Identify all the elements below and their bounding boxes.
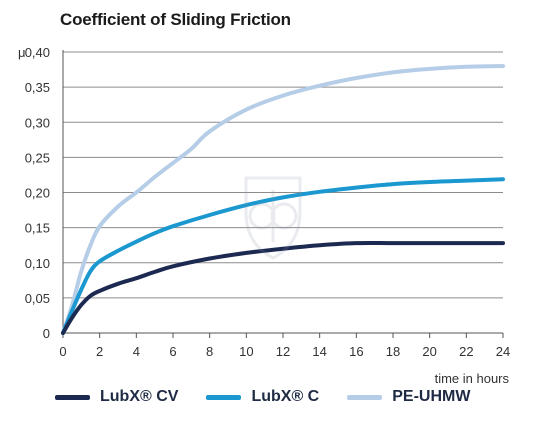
y-tick-label: 0,20 <box>25 186 50 201</box>
x-tick-label: 22 <box>459 344 473 359</box>
x-tick-label: 24 <box>496 344 510 359</box>
tick-labels: 00,050,100,150,200,250,300,350,400 2 4 6 8 10… <box>25 45 511 359</box>
y-tick-label: 0,05 <box>25 291 50 306</box>
y-tick-label: 0,15 <box>25 221 50 236</box>
x-axis-label: time in hours <box>435 371 510 386</box>
x-tick-label: 14 <box>312 344 326 359</box>
series-line-lubx-c <box>61 177 505 335</box>
x-tick-label: 10 <box>239 344 253 359</box>
x-tick-label: 20 <box>422 344 436 359</box>
y-tick-label: 0,25 <box>25 150 50 165</box>
x-tick-label: 6 <box>169 344 176 359</box>
x-tick-label: 0 <box>59 344 66 359</box>
x-tick-label: 18 <box>386 344 400 359</box>
chart-title: Coefficient of Sliding Friction <box>60 10 291 29</box>
legend-label-lubx-cv: LubX® CV <box>100 388 179 405</box>
grid <box>63 51 503 299</box>
series-layer <box>61 64 505 335</box>
x-tick-label: 2 <box>96 344 103 359</box>
series-line-lubx-cv <box>61 240 505 335</box>
y-tick-label: 0,30 <box>25 115 50 130</box>
x-tick-label: 12 <box>276 344 290 359</box>
x-tick-label: 8 <box>206 344 213 359</box>
y-tick-label: 0,10 <box>25 256 50 271</box>
y-tick-label: 0 <box>43 326 50 341</box>
x-tick-label: 16 <box>349 344 363 359</box>
legend-item-lubx-c: LubX® C <box>206 388 319 406</box>
legend-item-pe-uhmw: PE-UHMW <box>347 388 470 406</box>
legend-label-lubx-c: LubX® C <box>251 388 320 405</box>
legend-label-pe-uhmw: PE-UHMW <box>392 388 471 405</box>
legend-swatch-pe-uhmw <box>347 394 383 400</box>
y-tick-label: 0,40 <box>25 45 50 60</box>
legend-item-lubx-cv: LubX® CV <box>55 388 178 406</box>
x-tick-label: 4 <box>133 344 140 359</box>
legend: LubX® CV LubX® C PE-UHMW <box>55 388 498 406</box>
axes <box>62 50 504 338</box>
watermark-logo <box>238 172 308 267</box>
legend-swatch-lubx-cv <box>55 394 90 400</box>
series-line-pe-uhmw <box>61 64 505 335</box>
y-tick-label: 0,35 <box>25 80 50 95</box>
legend-swatch-lubx-c <box>206 394 242 400</box>
y-axis-label: μ <box>18 45 26 60</box>
